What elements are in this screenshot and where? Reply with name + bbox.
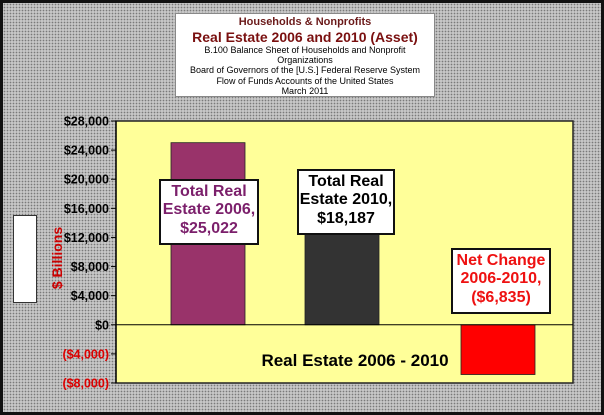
data-label: Total Real Estate 2006, $25,022	[159, 179, 259, 245]
y-tick-label: $24,000	[64, 144, 109, 158]
data-label-line: Estate 2010,	[299, 191, 393, 209]
x-axis-label: Real Estate 2006 - 2010	[261, 351, 448, 370]
source-line-3: Flow of Funds Accounts of the United Sta…	[216, 75, 394, 86]
data-label-line: Estate 2006,	[162, 201, 256, 219]
data-label-line: Total Real	[308, 173, 384, 190]
source-date: March 2011	[281, 86, 329, 97]
y-tick-label: $28,000	[64, 115, 109, 129]
data-label-line: 2006-2010,	[460, 270, 542, 288]
y-tick-label: $12,000	[64, 231, 109, 245]
data-label-line: ($6,835)	[471, 288, 531, 306]
chart-title: Real Estate 2006 and 2010 (Asset)	[192, 28, 418, 45]
y-tick-label: $16,000	[64, 202, 109, 216]
y-axis-label-box	[13, 215, 37, 303]
y-tick-label: $0	[95, 318, 109, 332]
y-tick-label: $20,000	[64, 173, 109, 187]
data-label-line: Total Real	[171, 183, 247, 200]
bar	[460, 324, 536, 375]
data-label-line: $18,187	[317, 209, 375, 227]
data-label: Net Change 2006-2010, ($6,835)	[451, 248, 551, 314]
chart-supertitle: Households & Nonprofits	[238, 16, 372, 28]
source-line-1: B.100 Balance Sheet of Households and No…	[204, 44, 406, 66]
source-line-2: Board of Governors of the [U.S.] Federal…	[189, 65, 421, 76]
data-label: Total Real Estate 2010, $18,187	[297, 169, 395, 235]
y-tick-label: $4,000	[71, 289, 109, 303]
y-tick-label: $8,000	[71, 260, 109, 274]
y-tick-label: ($8,000)	[62, 377, 109, 391]
data-label-line: Net Change	[456, 252, 546, 269]
data-label-line: $25,022	[180, 219, 238, 237]
y-tick-label: ($4,000)	[62, 347, 109, 361]
y-axis-label: $ Billions	[49, 226, 65, 290]
title-box: Households & Nonprofits Real Estate 2006…	[175, 13, 435, 97]
